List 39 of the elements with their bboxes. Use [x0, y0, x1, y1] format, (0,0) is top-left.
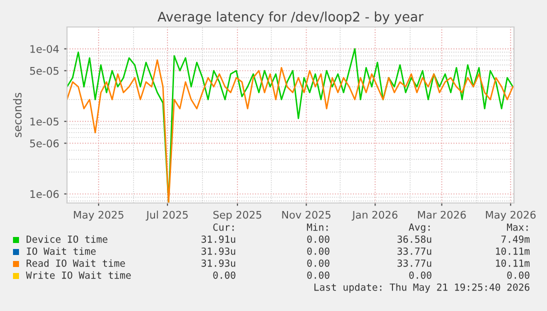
y-tick-label: 5e-05: [30, 66, 58, 75]
x-tick-label: Jul 2025: [146, 210, 188, 221]
x-tick-label: May 2026: [486, 210, 536, 221]
text: Avg:: [408, 224, 430, 233]
text: 31.91u: [202, 235, 236, 243]
legend-label: Write IO Wait time: [26, 271, 131, 279]
text: 0.00: [213, 271, 236, 279]
x-tick-label: May 2025: [74, 210, 124, 221]
text: 36.58u: [398, 235, 432, 243]
text: 31.93u: [202, 247, 236, 255]
text: 0.00: [409, 271, 432, 279]
text: 10.11m: [496, 259, 530, 267]
y-axis-title: seconds: [13, 92, 22, 138]
y-tick-label: 5e-06: [30, 139, 59, 148]
y-tick-label: 1e-04: [30, 45, 59, 53]
legend-label: Device IO time: [26, 235, 108, 243]
legend-label: IO Wait time: [26, 247, 96, 255]
text: 7.49m: [501, 235, 530, 243]
chart-title: Average latency for /dev/loop2 - by year: [158, 11, 424, 24]
x-tick-label: Jan 2026: [352, 210, 398, 221]
text: 33.77u: [398, 247, 432, 255]
text: 0.00: [307, 247, 330, 255]
y-tick-label: 1e-06: [30, 190, 59, 198]
x-tick-label: Mar 2026: [418, 210, 466, 219]
text: 10.11m: [496, 247, 530, 255]
text: 33.77u: [398, 259, 432, 267]
y-tick-label: 1e-05: [30, 118, 58, 126]
legend-label: Read IO Wait time: [26, 259, 125, 267]
text: 31.93u: [202, 259, 236, 267]
text: Max:: [506, 224, 528, 231]
text: 0.00: [507, 271, 530, 279]
x-tick-label: Sep 2025: [213, 210, 262, 221]
text: 0.00: [307, 235, 330, 243]
text: 0.00: [307, 271, 330, 279]
x-tick-label: Nov 2025: [282, 210, 330, 219]
text: Min:: [306, 223, 328, 231]
text: Last update: Thu May 21 19:25:40 2026: [314, 283, 530, 293]
text: Cur:: [213, 223, 234, 231]
text: 0.00: [307, 259, 330, 267]
